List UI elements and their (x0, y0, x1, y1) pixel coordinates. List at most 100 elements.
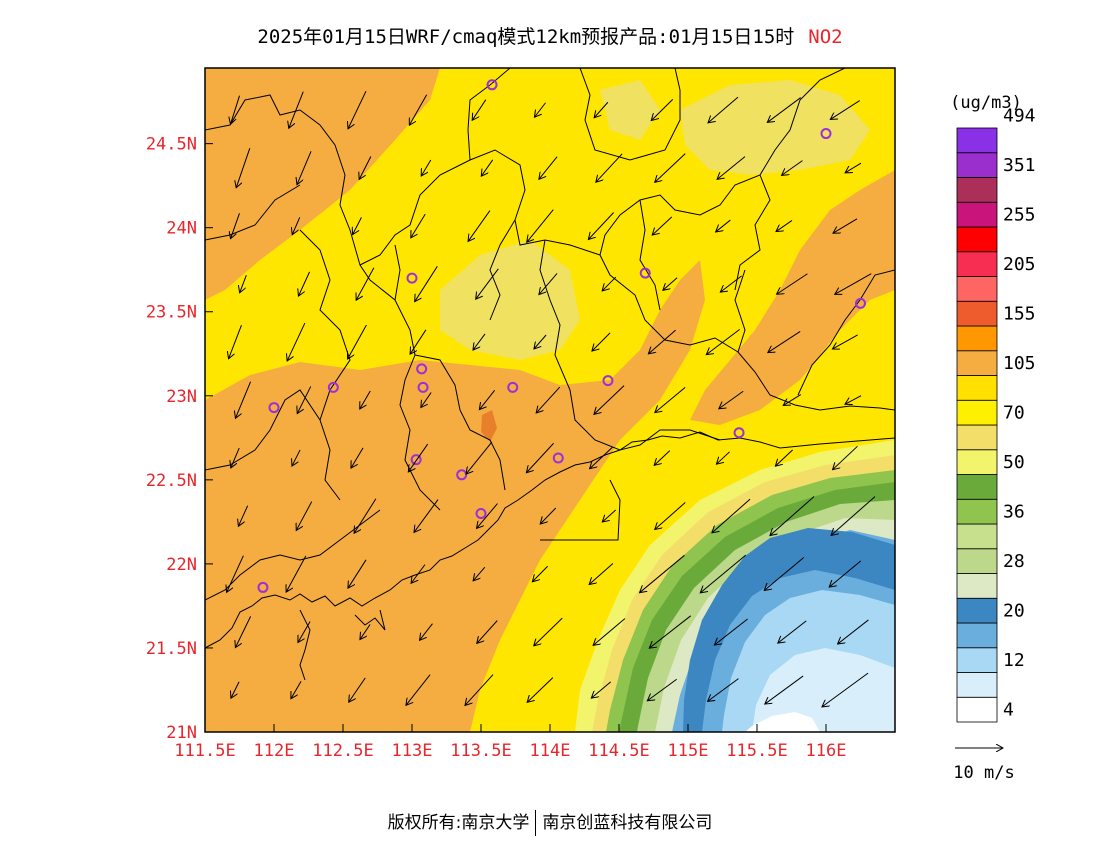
wind-arrow (473, 566, 486, 581)
wind-arrow (359, 156, 372, 180)
site-marker (639, 267, 651, 279)
wind-arrow (782, 160, 803, 176)
wind-arrow (720, 275, 742, 292)
wind-arrow (227, 555, 244, 593)
y-tick-label: 22.5N (146, 471, 197, 491)
wind-arrow (764, 557, 805, 591)
wind-arrow (349, 677, 366, 702)
y-tick-label: 24.5N (146, 135, 197, 155)
y-tick-label: 23N (166, 387, 197, 407)
wind-arrow (466, 441, 493, 474)
province-boundaries (205, 68, 895, 601)
wind-arrow (783, 394, 802, 406)
wind-arrow (602, 509, 617, 522)
colorbar-swatch (956, 152, 998, 178)
wind-arrow (351, 447, 364, 468)
wind-arrow (831, 496, 876, 536)
wind-arrow (479, 390, 496, 409)
wind-arrow (717, 156, 746, 180)
wind-arrow (415, 266, 438, 301)
wind-arrow (652, 216, 673, 235)
wind-arrow (655, 502, 686, 530)
wind-arrow (406, 674, 431, 706)
wind-arrow (420, 623, 433, 641)
pale-zone-1 (440, 240, 580, 360)
colorbar-swatch (956, 597, 998, 624)
wind-arrow (647, 678, 677, 701)
map-title: 2025年01月15日WRF/cmaq模式12km预报产品:01月15日15时 N… (0, 22, 1100, 49)
x-tick-label: 114E (530, 741, 571, 761)
wind-arrow (231, 681, 240, 699)
x-tick-label: 115E (668, 741, 709, 761)
wind-arrow (648, 329, 676, 354)
y-tick-label: 21.5N (146, 639, 197, 659)
colorbar-label: 205 (1003, 254, 1036, 275)
wind-arrow (700, 554, 747, 593)
wind-arrow (421, 392, 432, 407)
colorbar-swatch (956, 647, 998, 673)
site-marker (406, 272, 418, 284)
wind-arrow (716, 451, 730, 464)
wind-arrow (536, 386, 561, 413)
colorbar-swatch (956, 251, 998, 277)
wind-arrow (706, 328, 741, 354)
wind-arrow (845, 162, 862, 173)
wind-arrow (835, 273, 872, 295)
wind-arrow (468, 210, 491, 242)
wind-arrow (651, 99, 674, 120)
wind-arrow (539, 156, 558, 180)
wind-arrow (708, 678, 739, 702)
site-marker (602, 375, 614, 387)
colorbar-label: 12 (1003, 650, 1025, 671)
colorbar-swatch (956, 523, 998, 550)
wind-arrow (353, 217, 362, 234)
wind-arrow (477, 620, 498, 644)
colorbar-swatch (956, 498, 998, 525)
x-tick-label: 115.5E (726, 741, 787, 761)
wind-legend: 10 m/s (953, 748, 1015, 783)
wind-arrow (411, 564, 426, 584)
site-marker (475, 507, 487, 519)
wind-arrow (832, 334, 858, 349)
wind-arrow (411, 213, 426, 238)
wind-arrow (231, 213, 240, 238)
wind-arrow (476, 268, 499, 299)
wind-arrow (768, 331, 801, 352)
wind-arrow (356, 267, 375, 300)
colorbar-label: 4 (1003, 700, 1014, 721)
wind-arrow (292, 449, 301, 466)
wind-arrow (236, 148, 251, 188)
wind-arrow (777, 273, 808, 294)
wind-arrow (654, 450, 671, 466)
pale-zone-2 (680, 80, 870, 175)
wind-arrow (589, 563, 614, 584)
copyright-footer: 版权所有:南京大学 南京创蓝科技有限公司 (0, 808, 1100, 836)
wind-arrow (238, 505, 249, 527)
footer-divider (535, 810, 537, 836)
colorbar-swatch (956, 573, 998, 599)
x-tick-label: 113E (392, 741, 433, 761)
wind-arrow (640, 554, 685, 592)
y-tick-label: 22N (166, 555, 197, 575)
x-axis: 111.5E 112E 112.5E 113E 113.5E 114E 114.5E 115E… (174, 724, 846, 761)
copyright-owner: 版权所有:南京大学 (387, 813, 530, 833)
colorbar-swatch (956, 300, 998, 327)
wind-arrow (714, 618, 748, 645)
wind-arrow (287, 322, 306, 361)
wind-arrow (833, 218, 858, 233)
x-tick-label: 113.5E (450, 741, 511, 761)
site-marker (268, 402, 280, 414)
colorbar-swatch (956, 424, 998, 451)
site-marker (552, 452, 564, 464)
site-marker (257, 581, 269, 593)
wind-arrow (833, 445, 858, 469)
wind-arrow (590, 446, 613, 468)
wind-arrow (414, 499, 439, 533)
wind-arrow (235, 616, 252, 647)
pale-zone-3 (600, 80, 660, 140)
colorbar-label: 50 (1003, 452, 1025, 473)
wind-arrow (240, 274, 247, 293)
title-text: 2025年01月15日WRF/cmaq模式12km预报产品:01月15日15时 (257, 26, 795, 48)
colorbar: 4 12 20 28 36 50 70 105 155 205 255 351 494 (956, 106, 1036, 723)
